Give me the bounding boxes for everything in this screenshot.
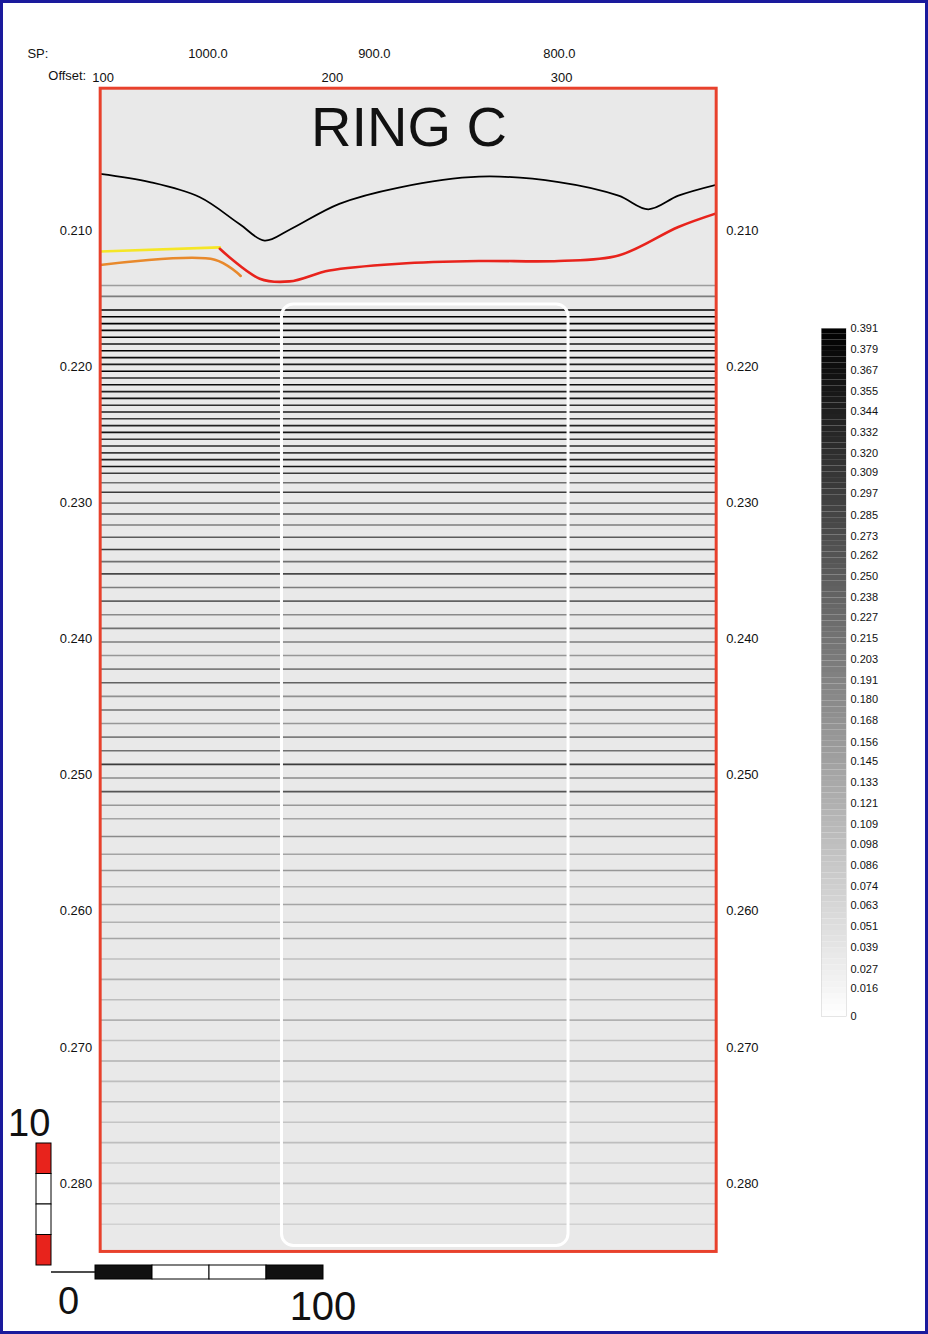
svg-text:0.121: 0.121 — [851, 797, 879, 809]
svg-text:0.332: 0.332 — [851, 426, 879, 438]
svg-text:0.230: 0.230 — [60, 495, 92, 510]
svg-text:0.230: 0.230 — [726, 495, 758, 510]
svg-text:0.250: 0.250 — [60, 767, 92, 782]
svg-text:0.227: 0.227 — [851, 611, 879, 623]
svg-text:0.391: 0.391 — [851, 322, 879, 334]
svg-text:100: 100 — [92, 70, 114, 85]
svg-text:0.215: 0.215 — [851, 632, 879, 644]
svg-text:200: 200 — [322, 70, 344, 85]
svg-text:0.260: 0.260 — [726, 903, 758, 918]
svg-text:0.320: 0.320 — [851, 447, 879, 459]
svg-text:0.180: 0.180 — [851, 693, 879, 705]
svg-text:0.270: 0.270 — [726, 1040, 758, 1055]
svg-text:900.0: 900.0 — [358, 46, 390, 61]
svg-text:0.210: 0.210 — [60, 223, 92, 238]
svg-text:0.285: 0.285 — [851, 509, 879, 521]
svg-text:0.250: 0.250 — [726, 767, 758, 782]
svg-text:0.344: 0.344 — [851, 405, 879, 417]
svg-text:1000.0: 1000.0 — [188, 46, 228, 61]
svg-text:0.280: 0.280 — [60, 1176, 92, 1191]
svg-text:0: 0 — [58, 1280, 79, 1322]
svg-text:0.273: 0.273 — [851, 530, 879, 542]
svg-text:0.262: 0.262 — [851, 549, 879, 561]
svg-text:0.133: 0.133 — [851, 776, 879, 788]
svg-text:100: 100 — [290, 1284, 357, 1328]
svg-text:Offset:: Offset: — [48, 68, 86, 83]
svg-text:0.210: 0.210 — [726, 223, 758, 238]
svg-text:0.240: 0.240 — [60, 631, 92, 646]
svg-text:0.355: 0.355 — [851, 385, 879, 397]
svg-text:0.051: 0.051 — [851, 920, 879, 932]
svg-text:800.0: 800.0 — [543, 46, 575, 61]
svg-text:0.098: 0.098 — [851, 838, 879, 850]
svg-text:0.063: 0.063 — [851, 899, 879, 911]
svg-text:0.280: 0.280 — [726, 1176, 758, 1191]
svg-text:0.309: 0.309 — [851, 466, 879, 478]
svg-text:0.238: 0.238 — [851, 591, 879, 603]
svg-text:0.240: 0.240 — [726, 631, 758, 646]
svg-text:300: 300 — [551, 70, 573, 85]
svg-text:0.039: 0.039 — [851, 941, 879, 953]
svg-text:0: 0 — [851, 1010, 857, 1022]
svg-text:0.379: 0.379 — [851, 343, 879, 355]
svg-text:10: 10 — [8, 1102, 50, 1144]
svg-text:0.220: 0.220 — [726, 359, 758, 374]
svg-text:0.016: 0.016 — [851, 982, 879, 994]
svg-text:0.191: 0.191 — [851, 674, 879, 686]
svg-text:0.260: 0.260 — [60, 903, 92, 918]
svg-text:0.145: 0.145 — [851, 755, 879, 767]
svg-text:0.203: 0.203 — [851, 653, 879, 665]
svg-text:0.168: 0.168 — [851, 714, 879, 726]
svg-text:0.250: 0.250 — [851, 570, 879, 582]
svg-text:SP:: SP: — [27, 46, 48, 61]
svg-text:0.156: 0.156 — [851, 736, 879, 748]
svg-text:0.297: 0.297 — [851, 487, 879, 499]
svg-text:0.367: 0.367 — [851, 364, 879, 376]
svg-text:0.027: 0.027 — [851, 963, 879, 975]
svg-text:0.074: 0.074 — [851, 880, 879, 892]
svg-text:0.086: 0.086 — [851, 859, 879, 871]
svg-text:0.109: 0.109 — [851, 818, 879, 830]
svg-text:0.220: 0.220 — [60, 359, 92, 374]
svg-text:0.270: 0.270 — [60, 1040, 92, 1055]
html-text:RING C: RING C — [311, 95, 507, 158]
